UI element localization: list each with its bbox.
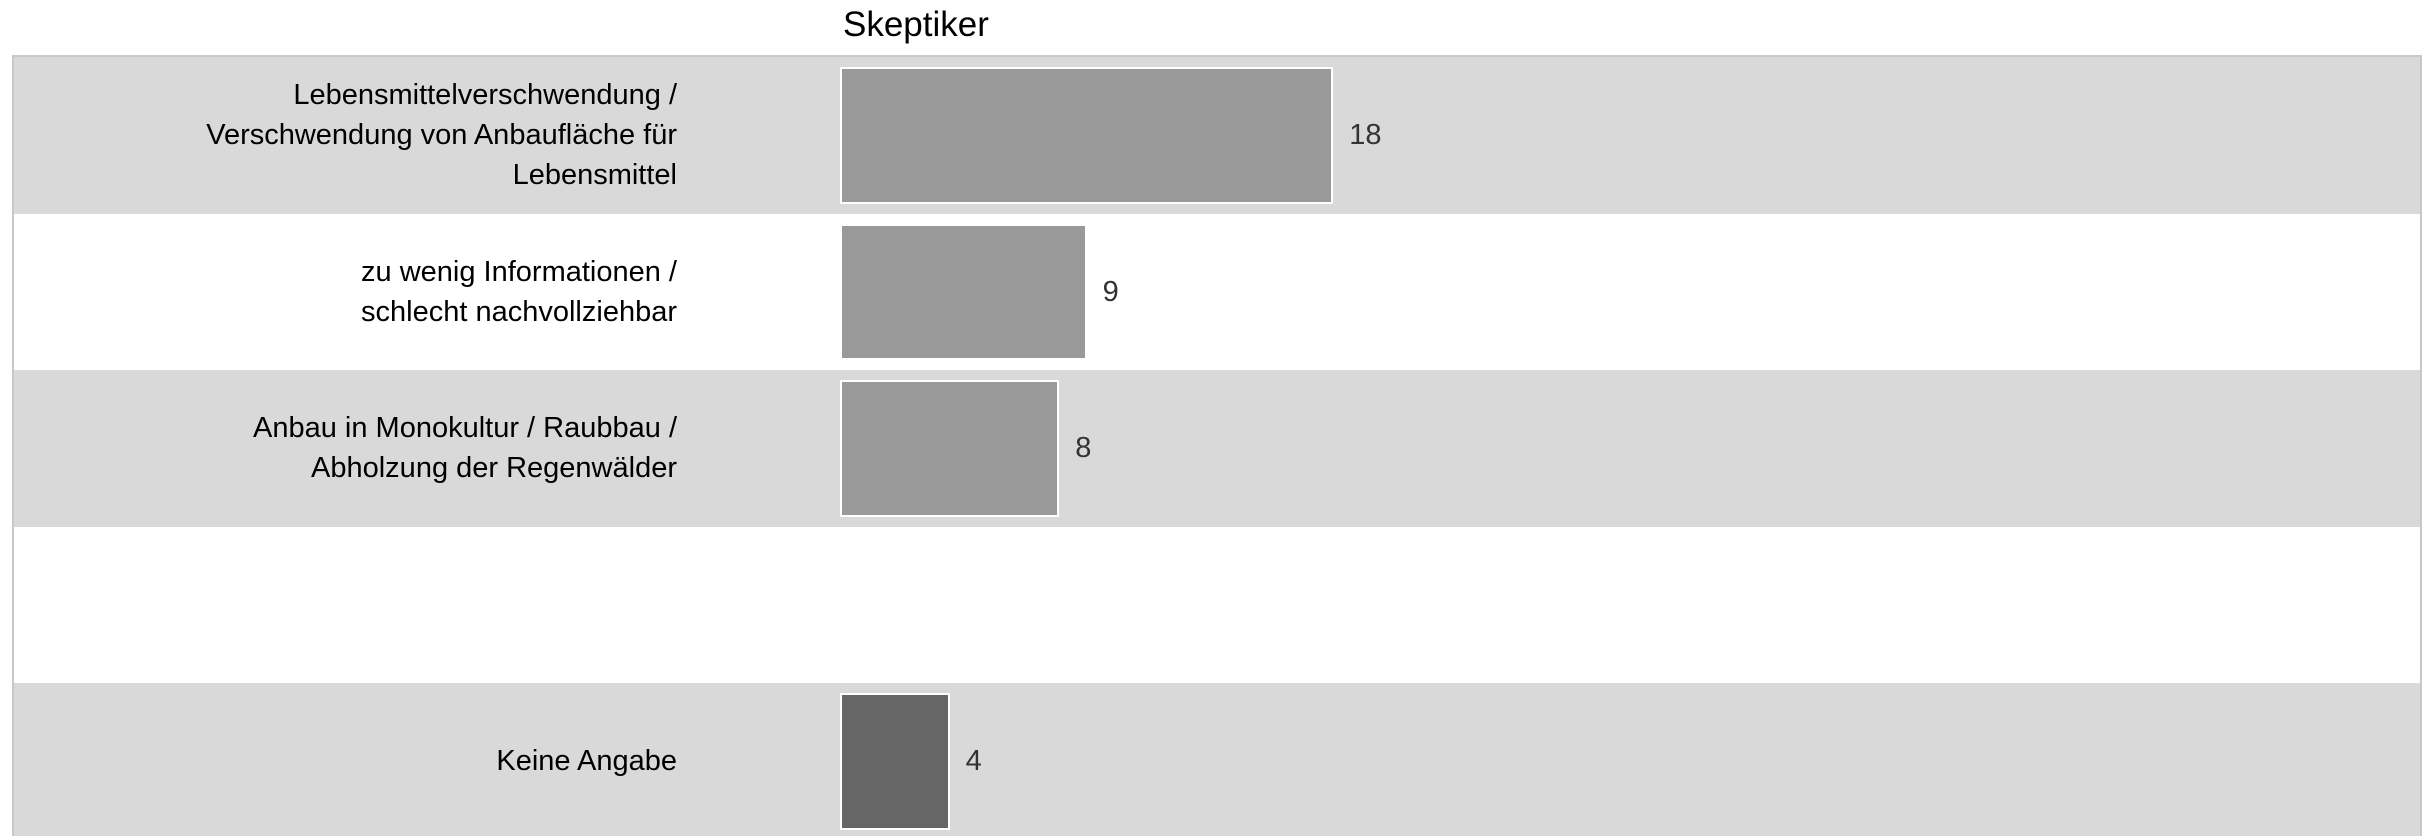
bar-value-label: 9 [1102,275,1119,308]
bar-value-label: 18 [1349,119,1382,152]
bar [840,67,1334,204]
chart-row [14,526,2420,683]
bar-value-label: 4 [965,745,982,778]
chart-plot-area: Lebensmittelverschwendung / Verschwendun… [12,55,2422,836]
chart-title: Skeptiker [843,5,989,44]
chart-row: zu wenig Informationen / schlecht nachvo… [14,213,2420,370]
category-label: Lebensmittelverschwendung / Verschwendun… [206,79,677,192]
bar-value-label: 8 [1075,432,1092,465]
bar [840,380,1060,517]
bar [840,223,1087,360]
bar [840,693,950,830]
chart-row: Anbau in Monokultur / Raubbau / Abholzun… [14,370,2420,527]
category-label: Anbau in Monokultur / Raubbau / Abholzun… [253,412,677,485]
chart-row: Lebensmittelverschwendung / Verschwendun… [14,57,2420,214]
category-label: Keine Angabe [496,745,677,778]
category-label: zu wenig Informationen / schlecht nachvo… [361,255,677,328]
chart-row: Keine Angabe 4 [14,683,2420,836]
